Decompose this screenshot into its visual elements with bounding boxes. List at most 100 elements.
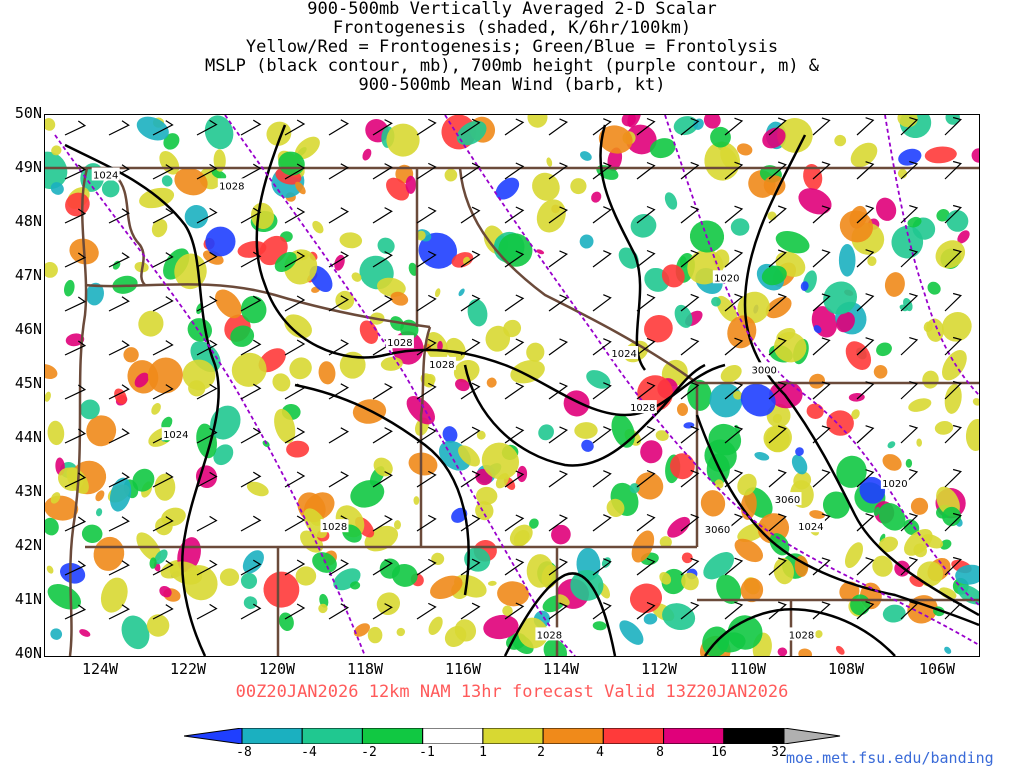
wind-barb	[900, 425, 919, 444]
shading-blob	[897, 115, 918, 128]
contour-labels: 1024 1028 1028 1028 1024 1028 1020 1024 1028 1020…	[91, 167, 909, 641]
shading-blob	[138, 310, 164, 337]
wind-barb	[944, 116, 962, 136]
shading-blob	[453, 574, 487, 598]
wind-barb	[592, 294, 612, 312]
wind-barb	[416, 426, 437, 444]
shading-blob	[335, 290, 355, 310]
wind-barb	[812, 557, 831, 576]
shading-blob	[495, 177, 520, 200]
shading-blob	[667, 516, 690, 538]
wind-barb	[900, 381, 919, 400]
mslp-label-bg	[161, 427, 190, 441]
shading-blob	[693, 118, 704, 130]
shading-blob	[121, 615, 150, 650]
shading-blob	[703, 115, 721, 129]
mslp-label-bg	[712, 270, 741, 284]
shading-blob	[644, 314, 673, 343]
shading-blob	[509, 524, 533, 547]
wind-barb	[944, 600, 962, 620]
wind-barb	[944, 204, 962, 224]
wind-barb	[372, 603, 393, 620]
shading-blob	[481, 442, 519, 480]
wind-barb	[856, 469, 875, 488]
shading-blob	[882, 604, 906, 623]
wind-barb	[680, 293, 700, 312]
frontogenesis-shading	[45, 115, 979, 656]
wind-barb	[108, 472, 130, 488]
wind-barb	[856, 205, 875, 224]
shading-blob	[700, 490, 726, 517]
wind-barb	[284, 427, 306, 444]
wind-barb	[768, 381, 787, 400]
wind-barb	[64, 340, 87, 356]
wind-barb	[240, 559, 262, 576]
shading-blob	[538, 424, 554, 441]
shading-blob	[182, 359, 216, 391]
shading-blob	[676, 403, 689, 416]
wind-barb	[416, 206, 437, 224]
lat-label: 42N	[14, 536, 42, 554]
shading-blob	[289, 357, 312, 380]
shading-blob	[380, 356, 403, 371]
mslp-label-bg	[217, 178, 246, 192]
wind-barb	[856, 161, 875, 180]
shading-blob	[536, 249, 545, 255]
wind-barb	[548, 426, 569, 444]
wind-barb	[548, 514, 569, 532]
height-contour-label: 3000	[751, 365, 776, 376]
shading-blob	[834, 134, 847, 147]
colorbar-label: 16	[711, 745, 727, 760]
wind-barb	[240, 251, 262, 268]
shading-blob	[485, 325, 511, 352]
shading-blob	[353, 623, 370, 637]
wind-barb	[944, 468, 962, 488]
shading-blob	[714, 479, 724, 489]
shading-blob	[350, 581, 361, 590]
wind-barb	[680, 205, 700, 224]
height-contour-label: 3060	[775, 495, 800, 506]
wind-barb	[548, 382, 569, 400]
wind-barb	[64, 472, 87, 488]
shading-blob	[339, 232, 363, 249]
shading-blob	[243, 596, 258, 610]
shading-blob	[737, 143, 753, 156]
shading-blob	[132, 468, 155, 492]
shading-blob	[204, 115, 234, 150]
wind-barb	[724, 557, 744, 576]
wind-barb	[636, 557, 656, 576]
wind-barb	[284, 383, 306, 400]
title-line-5: 900-500mb Mean Wind (barb, kt)	[358, 75, 666, 95]
shading-blob	[159, 586, 172, 598]
shading-blob	[47, 584, 81, 610]
colorbar-segment	[482, 728, 544, 744]
wind-barb	[152, 164, 174, 180]
shading-blob	[151, 218, 168, 238]
shading-blob	[81, 524, 103, 544]
wind-barb	[64, 296, 87, 312]
shading-blob	[497, 581, 530, 607]
wind-barb	[680, 469, 700, 488]
mslp-contour-label: 1024	[163, 430, 188, 441]
lat-label: 43N	[14, 482, 42, 500]
shading-blob	[777, 117, 813, 153]
wind-barb	[108, 120, 130, 136]
credit-link[interactable]: moe.met.fsu.edu/banding	[786, 749, 994, 767]
wind-barb	[548, 118, 569, 136]
colorbar-label: -4	[301, 745, 317, 760]
wind-barb	[944, 160, 962, 180]
wind-barb	[944, 380, 962, 400]
wind-barb	[768, 513, 787, 532]
shading-blob	[428, 616, 443, 635]
shading-blob	[263, 571, 300, 608]
shading-blob	[278, 612, 294, 631]
shading-blob	[532, 172, 560, 201]
mslp-label-bg	[880, 475, 909, 489]
wind-barb	[196, 559, 218, 576]
colorbar-segment	[723, 728, 785, 744]
wind-barb	[328, 383, 350, 400]
height-contour-label: 3060	[705, 525, 730, 536]
wind-barb	[592, 514, 612, 532]
height-label-bg	[750, 362, 779, 376]
wind-barb	[416, 162, 437, 180]
